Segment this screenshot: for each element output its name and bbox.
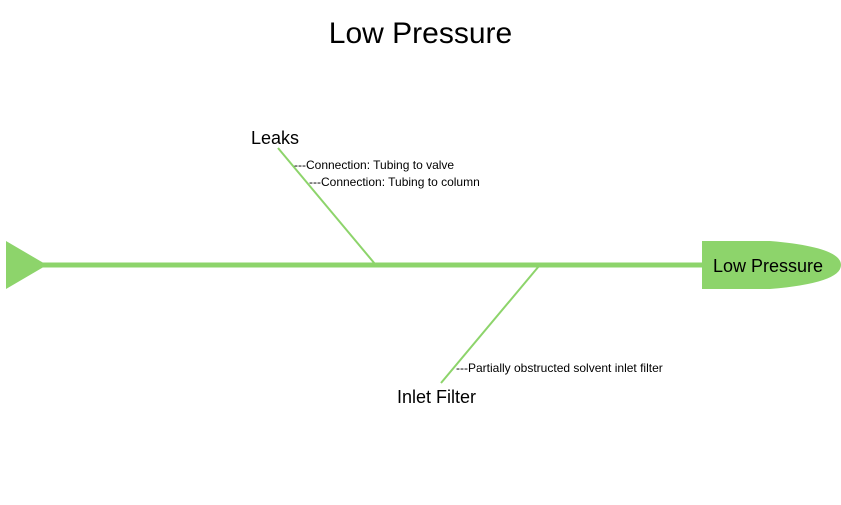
spine-tail-arrow (6, 241, 47, 289)
category-label-leaks: Leaks (251, 128, 300, 148)
branch-line-leaks (277, 147, 376, 265)
effect-head-shape (702, 241, 841, 289)
effect-label: Low Pressure (713, 256, 824, 276)
cause-text: ---Connection: Tubing to column (309, 175, 480, 189)
cause-text: ---Connection: Tubing to valve (294, 158, 455, 172)
diagram-title: Low Pressure (328, 17, 513, 50)
branch-line-inlet-filter (440, 265, 540, 384)
category-label-inlet-filter: Inlet Filter (397, 387, 477, 407)
cause-text: ---Partially obstructed solvent inlet fi… (456, 361, 663, 375)
